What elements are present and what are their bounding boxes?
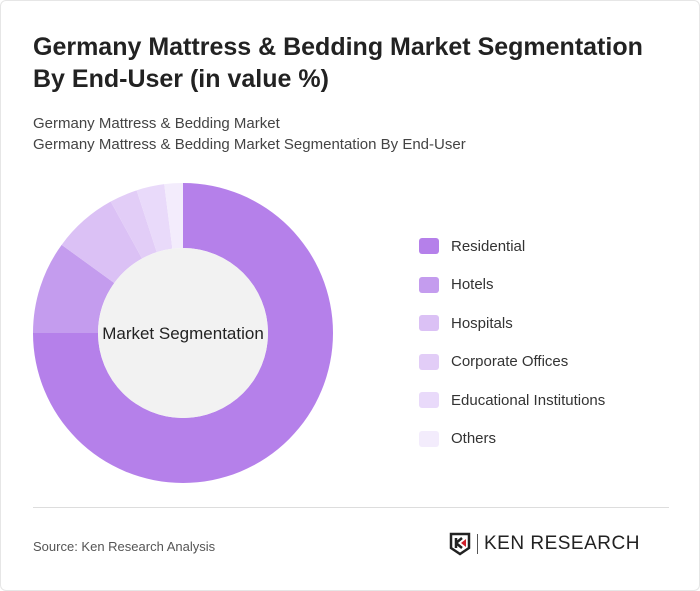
legend-label: Hotels	[451, 276, 494, 294]
subtitle-market: Germany Mattress & Bedding Market	[33, 115, 280, 132]
legend-swatch	[419, 315, 439, 332]
logo-text: KEN RESEARCH	[484, 533, 640, 554]
legend-item[interactable]: Others	[419, 420, 605, 459]
legend-item[interactable]: Hotels	[419, 266, 605, 305]
center-label: Market Segmentation	[102, 324, 264, 343]
divider	[33, 507, 669, 508]
legend-swatch	[419, 276, 439, 293]
legend-item[interactable]: Corporate Offices	[419, 343, 605, 382]
legend-item[interactable]: Educational Institutions	[419, 381, 605, 420]
legend-label: Corporate Offices	[451, 353, 569, 371]
ken-logo-icon	[449, 532, 471, 556]
slice-residential[interactable]	[33, 183, 333, 483]
slice-corporate-offices[interactable]	[110, 190, 157, 259]
legend: Residential Hotels Hospitals Corporate Offi…	[419, 227, 605, 458]
legend-item[interactable]: Hospitals	[419, 304, 605, 343]
legend-swatch	[419, 430, 439, 447]
logo-separator	[477, 534, 478, 554]
legend-swatch	[419, 353, 439, 370]
legend-label: Others	[451, 430, 497, 448]
legend-label: Residential	[451, 237, 526, 255]
slice-others[interactable]	[164, 183, 183, 249]
legend-label: Hospitals	[451, 314, 513, 332]
legend-swatch	[419, 392, 439, 409]
legend-item[interactable]: Residential	[419, 227, 605, 266]
source-note: Source: Ken Research Analysis	[33, 539, 216, 554]
legend-label: Educational Institutions	[451, 391, 606, 409]
donut-center	[98, 248, 268, 418]
slice-hotels[interactable]	[33, 244, 115, 333]
legend-swatch	[419, 238, 439, 255]
slice-educational-institutions[interactable]	[136, 184, 173, 253]
ken-research-logo: KEN RESEARCH	[449, 532, 640, 556]
subtitle-segmentation: Germany Mattress & Bedding Market Segmen…	[33, 136, 466, 153]
donut-chart: Market Segmentation	[33, 183, 333, 483]
chart-title: Germany Mattress & Bedding Market Segmen…	[33, 33, 643, 93]
slice-hospitals[interactable]	[61, 201, 143, 284]
